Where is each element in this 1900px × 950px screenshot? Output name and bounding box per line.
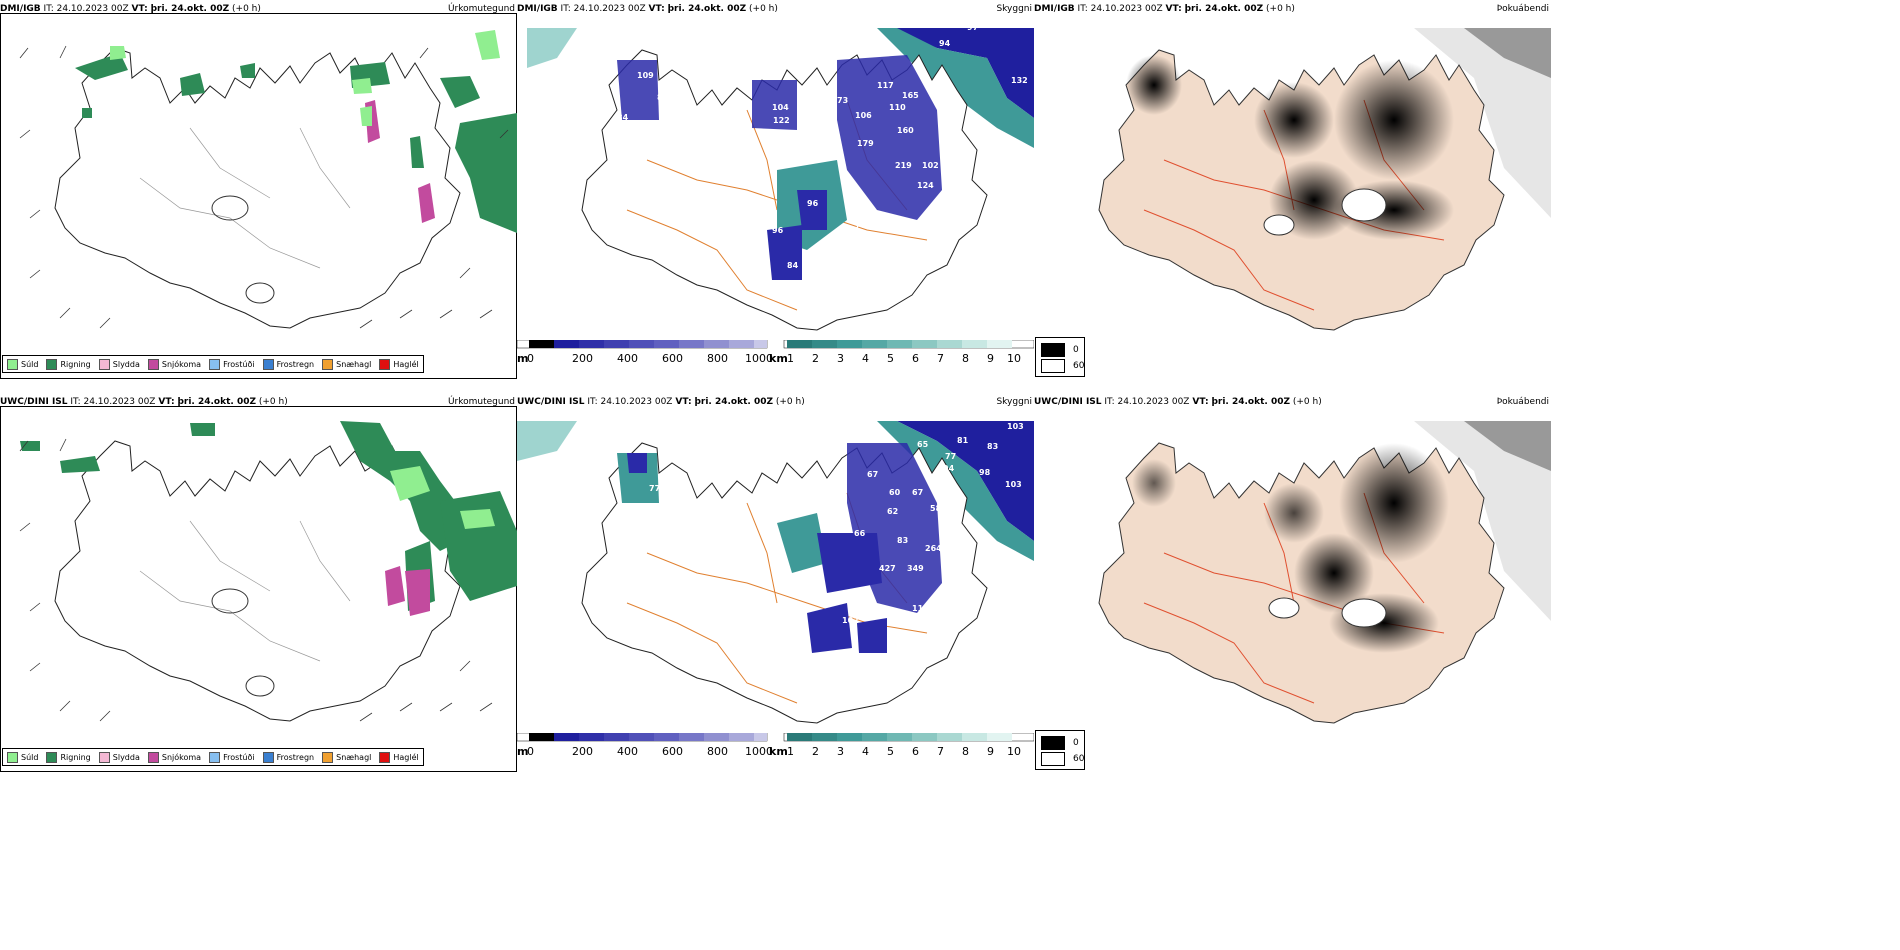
svg-text:264: 264 (925, 544, 942, 553)
svg-text:82: 82 (885, 47, 896, 56)
svg-text:77: 77 (649, 484, 660, 493)
svg-text:88: 88 (657, 93, 669, 102)
fog-map (1098, 28, 1551, 331)
legend-item: Snæhagl (322, 751, 371, 763)
svg-text:94: 94 (939, 39, 951, 48)
svg-text:25: 25 (932, 201, 944, 210)
svg-text:132: 132 (1011, 76, 1028, 85)
svg-text:102: 102 (842, 616, 859, 625)
svg-text:349: 349 (907, 564, 924, 573)
svg-text:122: 122 (773, 116, 790, 125)
svg-text:111: 111 (912, 604, 929, 613)
precip-map (19, 30, 517, 329)
svg-text:110: 110 (889, 103, 906, 112)
precip-areas (20, 421, 517, 616)
panel-visibility-uwc: UWC/DINI ISL IT: 24.10.2023 00Z VT: þri.… (517, 393, 1034, 770)
visibility-values: 103 81 83 77 65 94 98 103 67 60 67 62 58… (649, 422, 1024, 625)
panel-visibility-dmi: DMI/IGB IT: 24.10.2023 00Z VT: þri. 24.o… (517, 0, 1034, 377)
svg-text:109: 109 (637, 71, 654, 80)
svg-text:103: 103 (1005, 480, 1022, 489)
panel-header: DMI/IGB IT: 24.10.2023 00Z VT: þri. 24.o… (0, 4, 515, 14)
svg-text:219: 219 (895, 161, 912, 170)
panel-header: UWC/DINI ISL IT: 24.10.2023 00Z VT: þri.… (0, 397, 515, 407)
legend-item: Slydda (98, 751, 140, 763)
svg-text:98: 98 (979, 468, 991, 477)
panel-precip-dmi: DMI/IGB IT: 24.10.2023 00Z VT: þri. 24.o… (0, 0, 517, 379)
svg-text:58: 58 (930, 504, 942, 513)
svg-text:81: 81 (957, 436, 969, 445)
svg-text:124: 124 (917, 181, 934, 190)
panel-header: DMI/IGB IT: 24.10.2023 00Z VT: þri. 24.o… (517, 4, 1032, 14)
legend-item: Rigning (46, 358, 91, 370)
panel-fog-dmi: DMI/IGB IT: 24.10.2023 00Z VT: þri. 24.o… (1034, 0, 1551, 377)
svg-text:151: 151 (902, 226, 919, 235)
svg-text:62: 62 (827, 241, 838, 250)
visibility-colorbar: m 0 200 400 600 800 1000 km 1 2 3 4 5 6 … (517, 340, 1034, 365)
svg-text:65: 65 (917, 440, 929, 449)
visibility-values: 94 97 132 82 117 165 110 106 160 179 219… (617, 23, 1028, 270)
legend-item: Frostúði (209, 358, 255, 370)
svg-text:427: 427 (879, 564, 896, 573)
legend-item: Frostúði (209, 751, 255, 763)
svg-text:67: 67 (867, 470, 878, 479)
fog-legend: 0 60 (1035, 337, 1085, 377)
legend-item: Snæhagl (322, 358, 371, 370)
fog-legend: 0 60 (1035, 730, 1085, 770)
svg-text:83: 83 (987, 442, 998, 451)
fog-map (1098, 421, 1551, 724)
legend-item: Slydda (98, 358, 140, 370)
svg-text:96: 96 (807, 199, 819, 208)
precip-legend: Súld Rigning Slydda Snjókoma Frostúði Fr… (2, 355, 424, 373)
svg-text:76: 76 (855, 221, 867, 230)
panel-fog-uwc: UWC/DINI ISL IT: 24.10.2023 00Z VT: þri.… (1034, 393, 1551, 770)
wind-barbs (19, 45, 509, 329)
svg-text:83: 83 (897, 536, 908, 545)
panel-header: DMI/IGB IT: 24.10.2023 00Z VT: þri. 24.o… (1034, 4, 1549, 14)
precip-map (19, 421, 517, 722)
svg-text:103: 103 (1007, 422, 1024, 431)
visibility-colorbar: m 0 200 400 600 800 1000 km 1 2 3 4 5 6 … (517, 733, 1034, 758)
svg-text:60: 60 (889, 488, 901, 497)
visibility-map: 103 81 83 77 65 94 98 103 67 60 67 62 58… (517, 421, 1034, 724)
legend-item: Frostregn (262, 358, 314, 370)
legend-item: Haglél (379, 751, 419, 763)
wind-barbs (19, 438, 493, 722)
svg-text:117: 117 (877, 81, 894, 90)
svg-text:97: 97 (967, 23, 978, 32)
panel-header: UWC/DINI ISL IT: 24.10.2023 00Z VT: þri.… (1034, 397, 1549, 407)
svg-text:73: 73 (837, 96, 848, 105)
legend-item: Súld (7, 751, 38, 763)
svg-text:40: 40 (957, 554, 969, 563)
legend-item: Haglél (379, 358, 419, 370)
svg-text:62: 62 (887, 507, 898, 516)
svg-text:84: 84 (787, 261, 799, 270)
legend-item: Súld (7, 358, 38, 370)
svg-text:96: 96 (772, 226, 784, 235)
legend-item: Rigning (46, 751, 91, 763)
svg-text:66: 66 (854, 529, 866, 538)
svg-text:77: 77 (945, 452, 956, 461)
svg-text:106: 106 (855, 111, 872, 120)
panel-header: UWC/DINI ISL IT: 24.10.2023 00Z VT: þri.… (517, 397, 1032, 407)
svg-text:84: 84 (617, 113, 629, 122)
legend-item: Snjókoma (147, 358, 201, 370)
panel-precip-uwc: UWC/DINI ISL IT: 24.10.2023 00Z VT: þri.… (0, 393, 517, 772)
svg-text:179: 179 (857, 139, 874, 148)
visibility-map: 94 97 132 82 117 165 110 106 160 179 219… (527, 23, 1034, 331)
precip-legend: Súld Rigning Slydda Snjókoma Frostúði Fr… (2, 748, 424, 766)
svg-text:67: 67 (912, 488, 923, 497)
legend-item: Snjókoma (147, 751, 201, 763)
svg-text:165: 165 (902, 91, 919, 100)
svg-text:13: 13 (897, 614, 908, 623)
svg-text:102: 102 (922, 161, 939, 170)
svg-text:94: 94 (943, 464, 955, 473)
legend-item: Frostregn (262, 751, 314, 763)
svg-text:160: 160 (897, 126, 914, 135)
svg-text:104: 104 (772, 103, 789, 112)
precip-areas (75, 30, 517, 233)
